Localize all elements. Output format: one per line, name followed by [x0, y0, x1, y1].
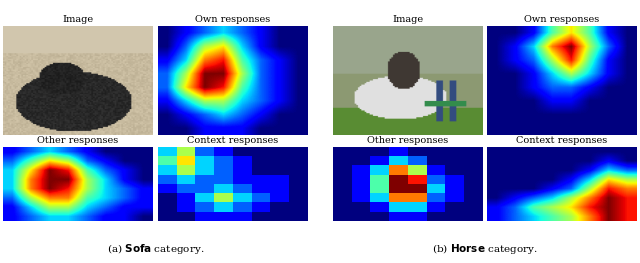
- Text: Context responses: Context responses: [187, 136, 278, 145]
- Text: Other responses: Other responses: [37, 136, 118, 145]
- Text: Own responses: Own responses: [524, 15, 600, 24]
- Text: Context responses: Context responses: [516, 136, 608, 145]
- Text: (a) $\mathbf{Sofa}$ category.: (a) $\mathbf{Sofa}$ category.: [106, 241, 204, 256]
- Text: Image: Image: [392, 15, 423, 24]
- Text: Own responses: Own responses: [195, 15, 270, 24]
- Text: Image: Image: [62, 15, 93, 24]
- Text: (b) $\mathbf{Horse}$ category.: (b) $\mathbf{Horse}$ category.: [432, 241, 538, 256]
- Text: Other responses: Other responses: [367, 136, 448, 145]
